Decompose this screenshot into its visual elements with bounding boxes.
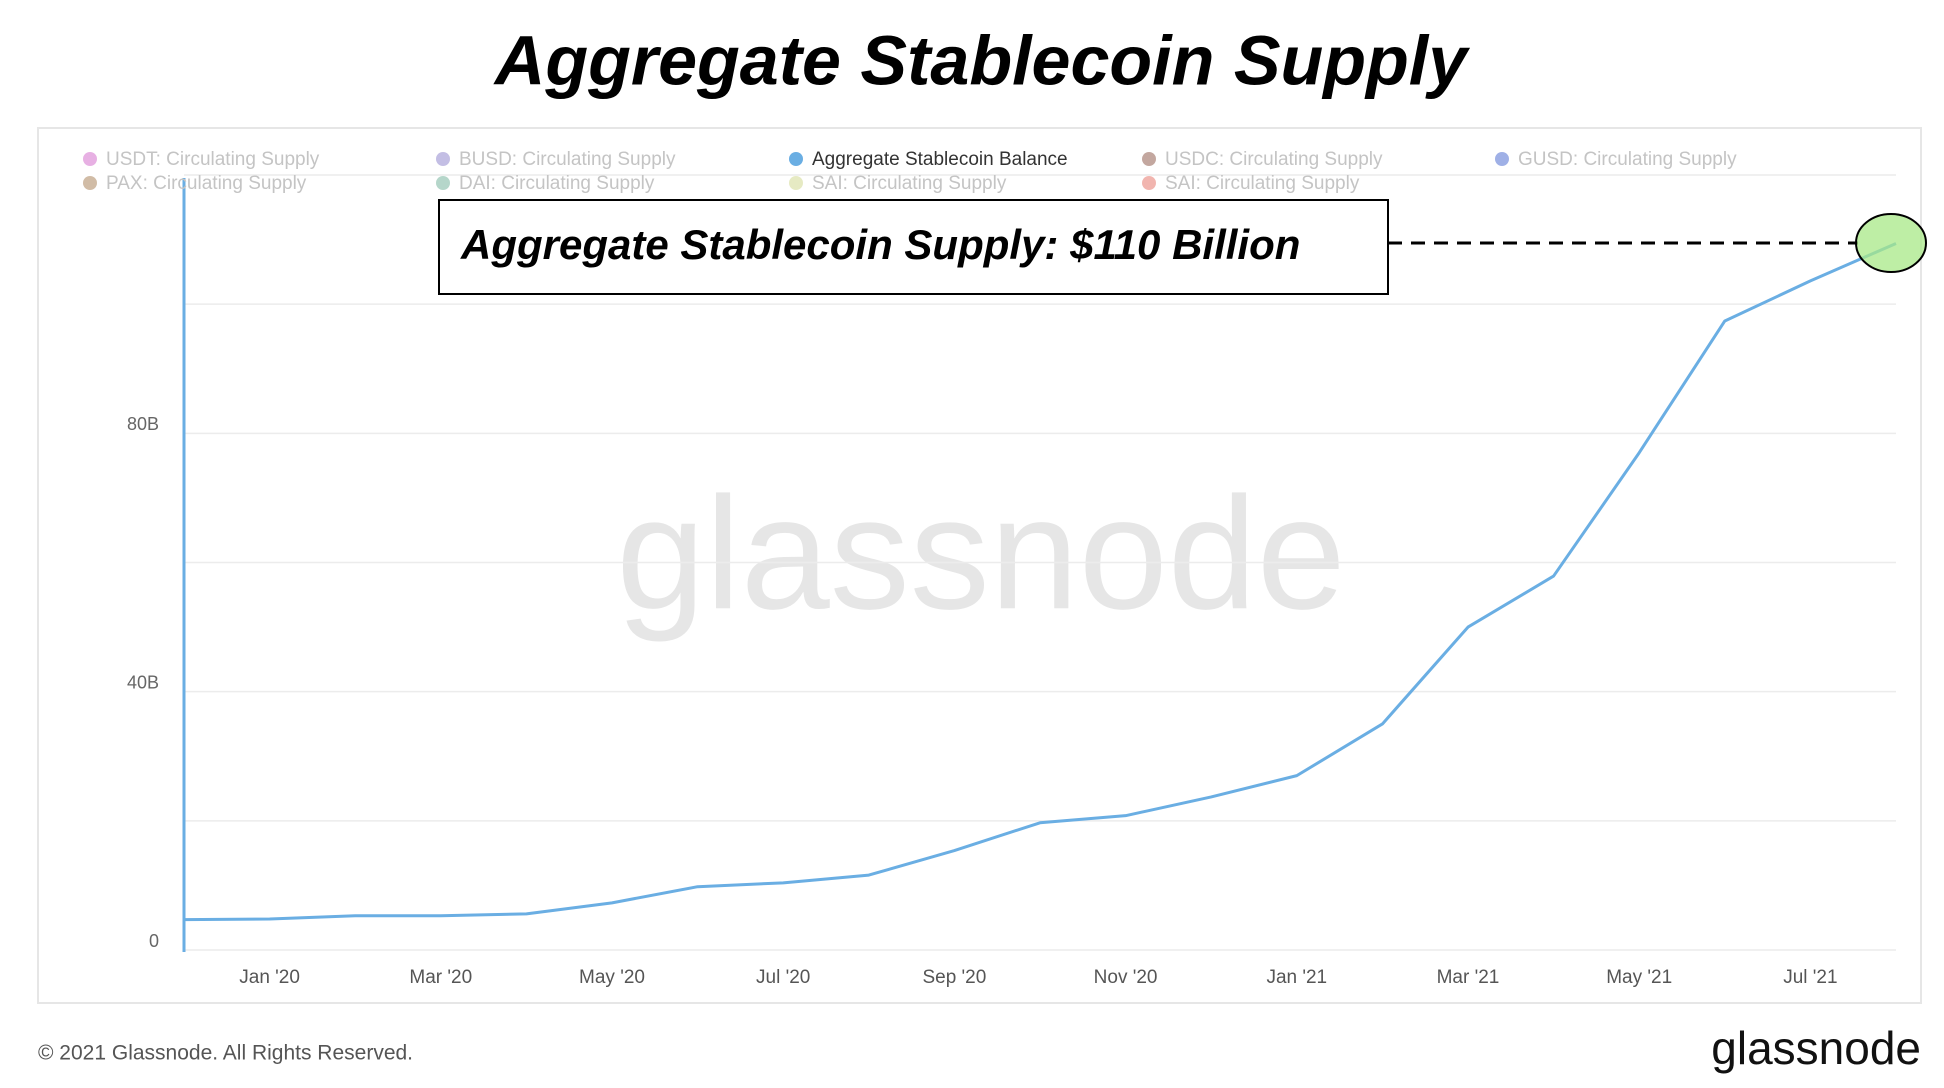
x-tick-label: Mar '20 <box>409 967 472 988</box>
annotation-box <box>438 199 1389 295</box>
x-tick-label: Jan '21 <box>1266 967 1327 988</box>
legend-label: USDC: Circulating Supply <box>1165 149 1383 170</box>
legend-swatch <box>1142 176 1156 190</box>
legend-swatch <box>436 152 450 166</box>
x-tick-label: Jul '21 <box>1783 967 1837 988</box>
x-tick-label: Sep '20 <box>922 967 986 988</box>
y-tick-label: 80B <box>127 414 159 434</box>
legend-swatch <box>789 176 803 190</box>
x-tick-label: Nov '20 <box>1094 967 1158 988</box>
legend-swatch <box>436 176 450 190</box>
x-tick-label: Jul '20 <box>756 967 810 988</box>
legend-label: PAX: Circulating Supply <box>106 173 307 194</box>
legend-label: BUSD: Circulating Supply <box>459 149 676 170</box>
legend-swatch <box>83 176 97 190</box>
legend-swatch <box>1495 152 1509 166</box>
line <box>183 242 1897 922</box>
legend-label: SAI: Circulating Supply <box>812 173 1007 194</box>
x-tick-label: May '20 <box>579 967 645 988</box>
legend-label: DAI: Circulating Supply <box>459 173 655 194</box>
legend-swatch <box>1142 152 1156 166</box>
y-tick-label: 0 <box>149 931 159 951</box>
annotation: Aggregate Stablecoin Supply: $110 Billio… <box>460 221 1300 268</box>
y-tick-label: 40B <box>127 672 159 692</box>
chart-title: Aggregate Stablecoin Supply <box>493 21 1470 99</box>
x-tick-label: Jan '20 <box>239 967 300 988</box>
legend-label: SAI: Circulating Supply <box>1165 173 1360 194</box>
legend-label: USDT: Circulating Supply <box>106 149 320 170</box>
footer: © 2021 Glassnode. All Rights Reserved. <box>38 1042 413 1065</box>
legend-label: Aggregate Stablecoin Balance <box>812 149 1068 170</box>
legend-swatch <box>789 152 803 166</box>
legend-swatch <box>83 152 97 166</box>
highlight <box>1855 213 1927 273</box>
x-tick-label: Mar '21 <box>1437 967 1500 988</box>
watermark: glassnode <box>616 463 1345 642</box>
legend-label: GUSD: Circulating Supply <box>1518 149 1737 170</box>
logo: glassnode <box>1711 1022 1921 1074</box>
x-tick-label: May '21 <box>1606 967 1672 988</box>
